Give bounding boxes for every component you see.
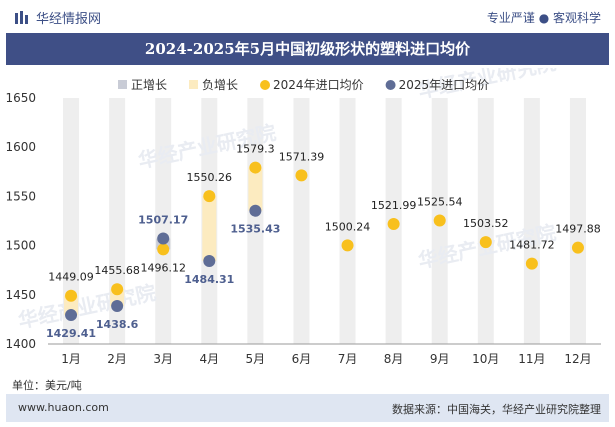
data-label-2024: 1521.99 xyxy=(371,199,417,212)
y-tick-label: 1450 xyxy=(5,288,36,302)
point-2024 xyxy=(203,190,216,203)
y-tick-label: 1500 xyxy=(5,239,36,253)
point-2024 xyxy=(479,236,492,249)
negative-change-bar xyxy=(248,167,263,211)
point-2024 xyxy=(295,169,308,182)
column-band xyxy=(293,98,310,344)
legend-label: 正增长 xyxy=(131,78,167,92)
data-label-2024: 1525.54 xyxy=(417,195,463,208)
x-tick-label: 8月 xyxy=(384,352,404,366)
column-band xyxy=(339,98,356,344)
x-tick-label: 1月 xyxy=(61,352,81,366)
y-tick-label: 1600 xyxy=(5,140,36,154)
footer-bar: www.huaon.com 数据来源：中国海关，华经产业研究院整理 xyxy=(6,394,609,422)
data-label-2025: 1429.41 xyxy=(46,327,96,340)
brand-logo-icon xyxy=(15,10,28,24)
column-band xyxy=(63,98,80,344)
point-2025 xyxy=(111,300,124,313)
x-tick-label: 9月 xyxy=(430,352,450,366)
point-2024 xyxy=(571,241,584,254)
column-band xyxy=(569,98,586,344)
point-2025 xyxy=(203,255,216,268)
legend-marker xyxy=(189,80,199,89)
data-label-2024: 1481.72 xyxy=(509,239,555,252)
data-label-2024: 1503.52 xyxy=(463,217,509,230)
data-source: 数据来源：中国海关，华经产业研究院整理 xyxy=(392,403,601,416)
top-bar: 华经情报网 专业严谨 ● 客观科学 xyxy=(0,0,615,34)
x-tick-label: 11月 xyxy=(518,352,545,366)
x-tick-label: 4月 xyxy=(199,352,219,366)
legend-label: 负增长 xyxy=(202,78,238,92)
x-tick-label: 10月 xyxy=(472,352,499,366)
point-2024 xyxy=(111,283,124,296)
data-label-2024: 1500.24 xyxy=(325,220,371,233)
column-band xyxy=(109,98,126,344)
legend-label: 2025年进口均价 xyxy=(399,78,490,92)
y-tick-label: 1400 xyxy=(5,337,36,351)
point-2024 xyxy=(525,257,538,270)
tagline: 专业严谨 ● 客观科学 xyxy=(486,11,601,25)
y-tick-label: 1550 xyxy=(5,189,36,203)
point-2024 xyxy=(157,243,170,256)
column-band xyxy=(155,98,172,344)
legend-marker xyxy=(385,80,396,90)
brand-name: 华经情报网 xyxy=(36,12,102,27)
negative-change-bar xyxy=(202,196,217,262)
column-band xyxy=(523,98,540,344)
data-label-2024: 1455.68 xyxy=(94,264,140,277)
x-tick-label: 6月 xyxy=(292,352,312,366)
data-label-2024: 1449.09 xyxy=(48,271,94,284)
x-tick-label: 5月 xyxy=(246,352,266,366)
data-label-2025: 1484.31 xyxy=(184,273,234,286)
legend-label: 2024年进口均价 xyxy=(273,78,364,92)
x-tick-label: 12月 xyxy=(564,352,591,366)
data-label-2024: 1496.12 xyxy=(140,261,186,274)
data-label-2024: 1497.88 xyxy=(555,223,601,236)
unit-label: 单位：美元/吨 xyxy=(12,379,82,392)
chart-area: 华经产业研究院华经产业研究院华经产业研究院华经产业研究院140014501500… xyxy=(5,68,601,366)
website-link[interactable]: www.huaon.com xyxy=(18,401,109,414)
chart-title: 2024-2025年5月中国初级形状的塑料进口均价 xyxy=(144,40,471,58)
data-label-2025: 1535.43 xyxy=(230,223,280,236)
data-label-2025: 1507.17 xyxy=(138,214,188,227)
data-label-2025: 1438.6 xyxy=(96,318,139,331)
point-2024 xyxy=(65,289,78,302)
point-2024 xyxy=(433,214,446,227)
column-band xyxy=(247,98,264,344)
legend-marker xyxy=(118,80,127,89)
data-label-2024: 1550.26 xyxy=(187,171,233,184)
data-label-2024: 1579.3 xyxy=(236,143,275,156)
point-2024 xyxy=(249,161,262,174)
title-bar: 2024-2025年5月中国初级形状的塑料进口均价 xyxy=(6,33,609,65)
y-tick-label: 1650 xyxy=(5,91,36,105)
x-tick-label: 7月 xyxy=(338,352,358,366)
legend-marker xyxy=(260,80,271,90)
column-band xyxy=(477,98,494,344)
point-2025 xyxy=(65,309,78,322)
point-2024 xyxy=(341,239,354,252)
data-label-2024: 1571.39 xyxy=(279,150,325,163)
point-2025 xyxy=(249,204,262,217)
x-tick-label: 2月 xyxy=(107,352,127,366)
point-2025 xyxy=(157,232,170,245)
x-tick-label: 3月 xyxy=(153,352,173,366)
brand[interactable]: 华经情报网 xyxy=(14,8,101,27)
point-2024 xyxy=(387,217,400,230)
